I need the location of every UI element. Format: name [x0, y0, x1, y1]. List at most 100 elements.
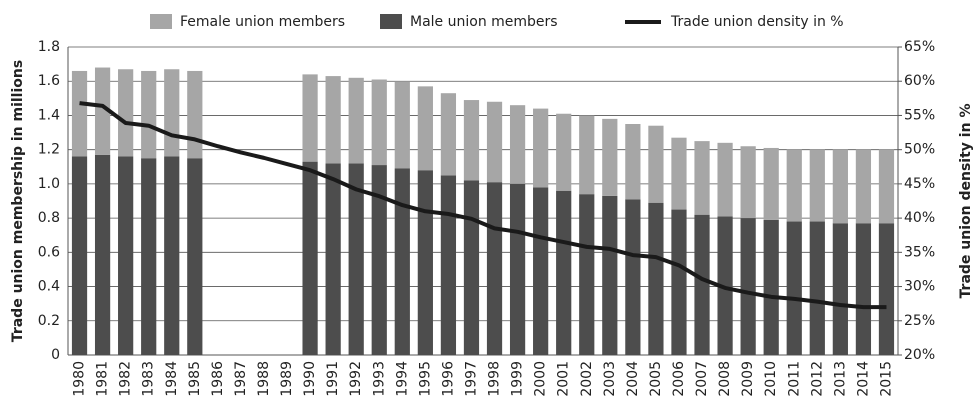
bar: [440, 93, 457, 176]
x-tick-label: 1992: [348, 361, 364, 397]
bar: [533, 108, 549, 188]
x-tick-label: 1994: [394, 361, 410, 397]
bar: [325, 163, 341, 355]
bar: [302, 161, 318, 355]
bar: [371, 79, 387, 166]
x-tick-label: 1995: [417, 361, 433, 397]
y-tick-label: 0.6: [38, 244, 60, 260]
bar: [740, 146, 756, 219]
y2-tick-label: 65%: [904, 39, 935, 55]
x-tick-label: 1991: [325, 361, 341, 397]
bar: [509, 105, 526, 184]
x-tick-label: 1981: [95, 361, 111, 397]
bar: [717, 142, 733, 217]
x-tick-label: 2002: [579, 361, 595, 397]
x-tick-label: 2014: [855, 361, 871, 397]
bar: [671, 209, 687, 355]
x-tick-label: 2001: [556, 361, 572, 397]
x-tick-label: 1984: [164, 361, 180, 397]
bar: [648, 125, 664, 203]
bar: [625, 199, 641, 355]
bar: [118, 69, 134, 157]
bar: [878, 149, 895, 224]
legend-label: Female union members: [180, 14, 345, 30]
bar: [533, 187, 549, 355]
y-tick-label: 0: [51, 347, 60, 363]
bar: [717, 216, 733, 355]
bar: [786, 149, 802, 222]
bar: [417, 86, 433, 171]
bar: [141, 70, 157, 159]
bar: [579, 194, 595, 355]
x-tick-label: 2006: [671, 361, 687, 397]
x-tick-label: 1988: [256, 361, 272, 397]
x-tick-label: 2003: [602, 361, 618, 397]
x-tick-label: 1989: [279, 361, 295, 397]
bar: [509, 183, 526, 355]
legend-label: Male union members: [410, 14, 558, 30]
y2-axis-title: Trade union density in %: [958, 104, 974, 299]
x-tick-label: 1985: [187, 361, 203, 397]
x-tick-label: 1980: [72, 361, 88, 397]
legend-swatch: [625, 20, 661, 24]
y-tick-label: 1.4: [38, 107, 60, 123]
bar: [786, 221, 802, 355]
x-tick-label: 1996: [440, 361, 456, 397]
y2-tick-label: 40%: [904, 210, 935, 226]
y2-tick-label: 30%: [904, 279, 935, 295]
bar: [832, 149, 848, 224]
bar: [763, 147, 779, 220]
bar: [187, 70, 203, 159]
x-tick-label: 1986: [210, 361, 226, 397]
bar: [486, 101, 503, 183]
y-tick-label: 0.2: [38, 313, 60, 329]
x-tick-label: 2004: [625, 361, 641, 397]
bar: [740, 218, 756, 355]
bar: [325, 76, 341, 164]
x-tick-label: 2015: [878, 361, 894, 397]
bar: [855, 149, 872, 224]
bar: [394, 168, 410, 355]
x-tick-label: 2010: [763, 361, 779, 397]
bar: [71, 156, 88, 355]
bar: [671, 137, 687, 210]
bar: [878, 223, 895, 355]
bar: [118, 156, 134, 355]
y2-tick-label: 25%: [904, 313, 935, 329]
x-tick-label: 2000: [533, 361, 549, 397]
legend-label: Trade union density in %: [670, 14, 844, 30]
bar: [371, 165, 387, 355]
bar: [94, 154, 111, 355]
y-tick-label: 1.6: [38, 73, 60, 89]
x-tick-label: 2009: [740, 361, 756, 397]
bar: [832, 223, 848, 355]
bar: [164, 69, 180, 157]
x-tick-label: 1987: [233, 361, 249, 397]
bar: [486, 182, 503, 355]
y2-tick-label: 50%: [904, 142, 935, 158]
x-tick-label: 1997: [463, 361, 479, 397]
bar: [579, 115, 595, 195]
bar: [187, 158, 203, 355]
x-tick-label: 2012: [809, 361, 825, 397]
y2-tick-label: 60%: [904, 73, 935, 89]
x-tick-label: 2011: [786, 361, 802, 397]
x-tick-label: 1999: [510, 361, 526, 397]
x-tick-label: 2007: [694, 361, 710, 397]
y-tick-label: 1.8: [38, 39, 60, 55]
bar: [463, 180, 480, 355]
y-tick-label: 1.2: [38, 142, 60, 158]
x-tick-label: 1990: [302, 361, 318, 397]
bar: [602, 118, 618, 196]
y2-tick-label: 45%: [904, 176, 935, 192]
x-tick-label: 1993: [371, 361, 387, 397]
y2-tick-label: 55%: [904, 107, 935, 123]
bar: [164, 156, 180, 355]
bar: [71, 70, 88, 157]
bar: [602, 195, 618, 355]
bar: [556, 113, 572, 191]
y-tick-label: 0.4: [38, 279, 60, 295]
x-tick-label: 1982: [118, 361, 134, 397]
y2-tick-label: 20%: [904, 347, 935, 363]
